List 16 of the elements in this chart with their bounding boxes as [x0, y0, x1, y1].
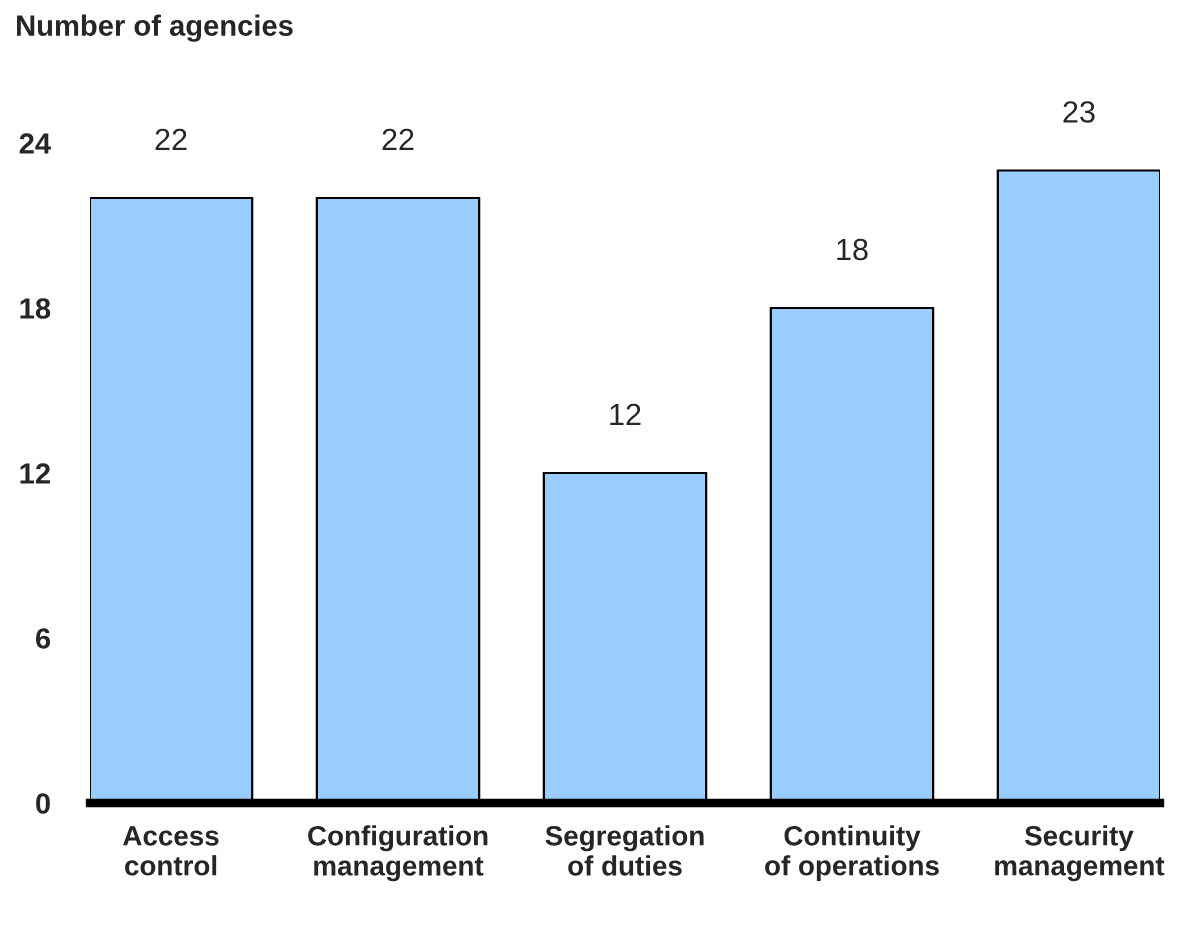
data-label: 22 — [382, 128, 414, 150]
data-label: 12 — [610, 403, 641, 425]
y-tick-label: 12 — [20, 463, 50, 484]
y-tick-label: 18 — [20, 298, 51, 319]
data-label: 22 — [155, 128, 187, 150]
y-axis-title: Number of agencies — [17, 14, 293, 42]
x-tick-label: Continuity of operations — [765, 825, 939, 882]
y-tick-label: 6 — [35, 628, 51, 649]
y-tick-label: 0 — [36, 793, 50, 814]
data-label: 18 — [837, 238, 868, 261]
x-tick-label: Configuration management — [308, 825, 488, 882]
y-tick-label: 24 — [19, 133, 51, 154]
x-tick-label: Access control — [123, 826, 219, 876]
data-label: 23 — [1063, 101, 1095, 123]
x-tick-label: Security management — [995, 825, 1165, 882]
x-tick-label: Segregation of duties — [545, 825, 704, 876]
